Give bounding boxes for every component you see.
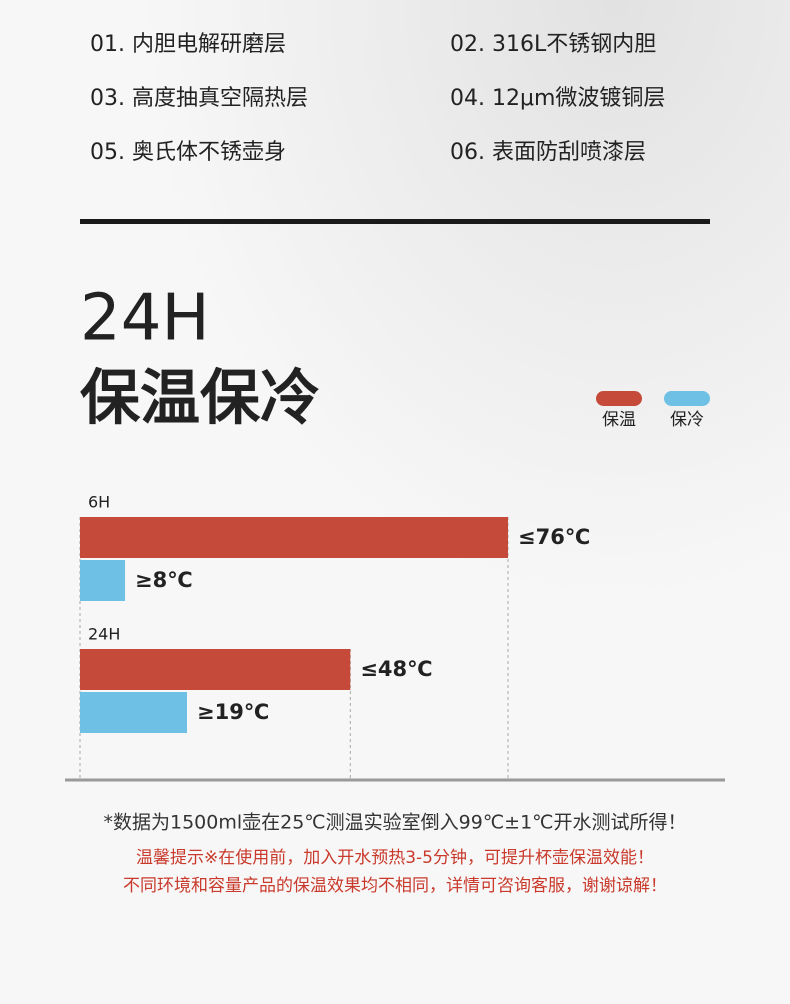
feature-item: 03. 高度抽真空隔热层 (90, 86, 308, 111)
heading-title: 保温保冷 (80, 364, 320, 434)
footnote: 不同环境和容量产品的保温效果均不相同，详情可咨询客服，谢谢谅解！ (123, 876, 667, 896)
value-label: ≥8℃ (135, 568, 193, 592)
legend-label: 保冷 (670, 410, 704, 430)
bar (80, 649, 351, 690)
bar (80, 560, 126, 601)
value-label: ≤76℃ (518, 525, 590, 549)
category-label: 24H (88, 625, 120, 644)
feature-item: 06. 表面防刮喷漆层 (450, 140, 646, 165)
footnote: 温馨提示※在使用前，加入开水预热3-5分钟，可提升杯壶保温效能！ (136, 847, 654, 868)
value-label: ≥19℃ (197, 700, 269, 724)
bar (80, 517, 508, 558)
legend-swatch (664, 391, 710, 406)
divider (80, 219, 710, 224)
feature-item: 05. 奥氏体不锈壶身 (90, 140, 286, 165)
legend-label: 保温 (602, 410, 636, 430)
feature-item: 04. 12μm微波镀铜层 (450, 86, 665, 111)
footnote: *数据为1500ml壶在25℃测温实验室倒入99℃±1℃开水测试所得！ (103, 812, 686, 834)
category-label: 6H (88, 493, 110, 512)
heading-hours: 24H (80, 282, 210, 356)
feature-item: 02. 316L不锈钢内胆 (450, 32, 656, 57)
value-label: ≤48℃ (360, 657, 432, 681)
feature-item: 01. 内胆电解研磨层 (90, 32, 286, 57)
bar (80, 692, 187, 733)
legend-swatch (596, 391, 642, 406)
